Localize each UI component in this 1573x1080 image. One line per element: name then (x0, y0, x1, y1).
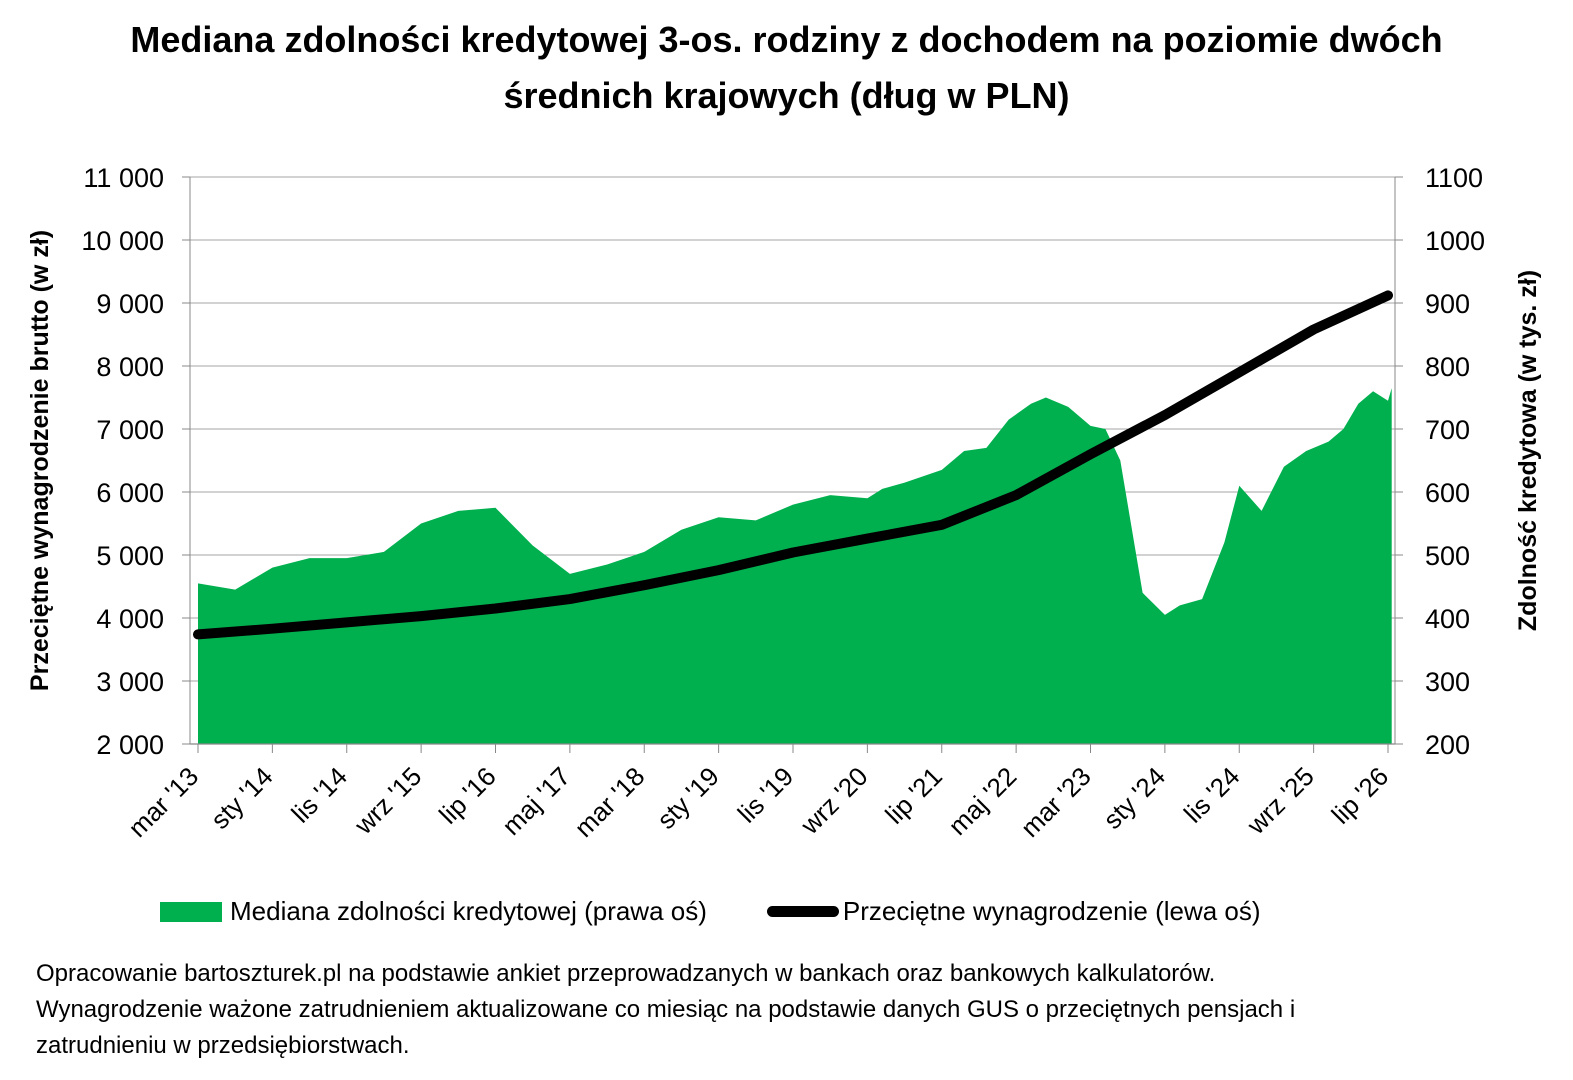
x-axis-tick-label: lis '14 (285, 761, 353, 829)
x-axis-tick-label: maj '22 (942, 761, 1022, 841)
average-salary-line (193, 290, 1393, 640)
source-note-line-2: Wynagrodzenie ważone zatrudnieniem aktua… (36, 996, 1296, 1023)
left-axis-tick-label: 5 000 (96, 541, 164, 571)
right-axis-tick-label: 600 (1425, 478, 1470, 508)
x-axis-tick-label: lip '26 (1326, 761, 1395, 830)
legend-item-line: Przeciętne wynagrodzenie (lewa oś) (766, 896, 1261, 927)
chart-title: Mediana zdolności kredytowej 3-os. rodzi… (0, 12, 1573, 124)
left-axis-title: Przeciętne wynagrodzenie brutto (w zł) (26, 230, 54, 691)
right-axis-tick-label: 700 (1425, 415, 1470, 445)
legend-swatch-line (766, 906, 839, 917)
left-axis-tick-label: 4 000 (96, 604, 164, 634)
source-note-line-3: zatrudnieniu w przedsiębiorstwach. (36, 1032, 410, 1059)
x-axis-tick-label: lip '16 (433, 761, 502, 830)
source-note: Opracowanie bartoszturek.pl na podstawie… (36, 956, 1536, 1064)
right-axis-tick-label: 1000 (1425, 226, 1485, 256)
legend-swatch-area (160, 901, 222, 922)
left-axis-tick-label: 6 000 (96, 478, 164, 508)
left-axis-tick-label: 7 000 (96, 415, 164, 445)
x-axis-tick-label: wrz '25 (1240, 761, 1320, 841)
left-axis-tick-label: 10 000 (81, 226, 164, 256)
x-axis-tick-label: mar '13 (122, 761, 204, 843)
legend: Mediana zdolności kredytowej (prawa oś) … (160, 896, 1321, 927)
credit-capacity-area (198, 388, 1392, 744)
right-axis-tick-label: 1100 (1425, 163, 1483, 193)
x-axis-tick-label: mar '23 (1015, 761, 1097, 843)
chart-title-line-1: Mediana zdolności kredytowej 3-os. rodzi… (130, 19, 1443, 60)
right-axis-tick-label: 800 (1425, 352, 1470, 382)
chart-title-line-2: średnich krajowych (dług w PLN) (503, 75, 1070, 116)
right-axis-tick-label: 400 (1425, 604, 1470, 634)
legend-label-line: Przeciętne wynagrodzenie (lewa oś) (842, 896, 1261, 926)
x-axis-tick-label: sty '14 (205, 761, 279, 835)
x-axis-tick-label: sty '24 (1097, 761, 1171, 835)
x-axis-tick-label: sty '19 (651, 761, 725, 835)
left-axis-tick-label: 3 000 (96, 667, 164, 697)
legend-label-area: Mediana zdolności kredytowej (prawa oś) (230, 896, 707, 926)
chart-svg: 2 000 200 3 000 300 4 000 400 5 000 500 6 000 600… (26, 163, 1542, 843)
x-axis-tick-label: wrz '20 (794, 761, 874, 841)
right-axis-tick-label: 500 (1425, 541, 1470, 571)
left-axis-tick-label: 11 000 (83, 163, 164, 193)
right-axis-title: Zdolność kredytowa (w tys. zł) (1514, 270, 1542, 631)
right-axis-tick-label: 200 (1425, 730, 1470, 760)
left-axis-tick-label: 8 000 (96, 352, 164, 382)
x-axis-tick-label: mar '18 (569, 761, 651, 843)
x-axis-tick-label: lis '19 (732, 761, 800, 829)
right-axis-tick-label: 300 (1425, 667, 1470, 697)
x-axis-tick-label: lis '24 (1178, 761, 1246, 829)
right-axis-tick-label: 900 (1425, 289, 1470, 319)
x-axis-tick-label: lip '21 (879, 761, 948, 830)
left-axis-tick-label: 2 000 (96, 730, 164, 760)
left-axis-tick-label: 9 000 (96, 289, 164, 319)
x-axis-tick-label: wrz '15 (348, 761, 428, 841)
source-note-line-1: Opracowanie bartoszturek.pl na podstawie… (36, 960, 1216, 987)
legend-item-area: Mediana zdolności kredytowej (prawa oś) (160, 896, 707, 927)
x-axis-tick-label: maj '17 (496, 761, 576, 841)
